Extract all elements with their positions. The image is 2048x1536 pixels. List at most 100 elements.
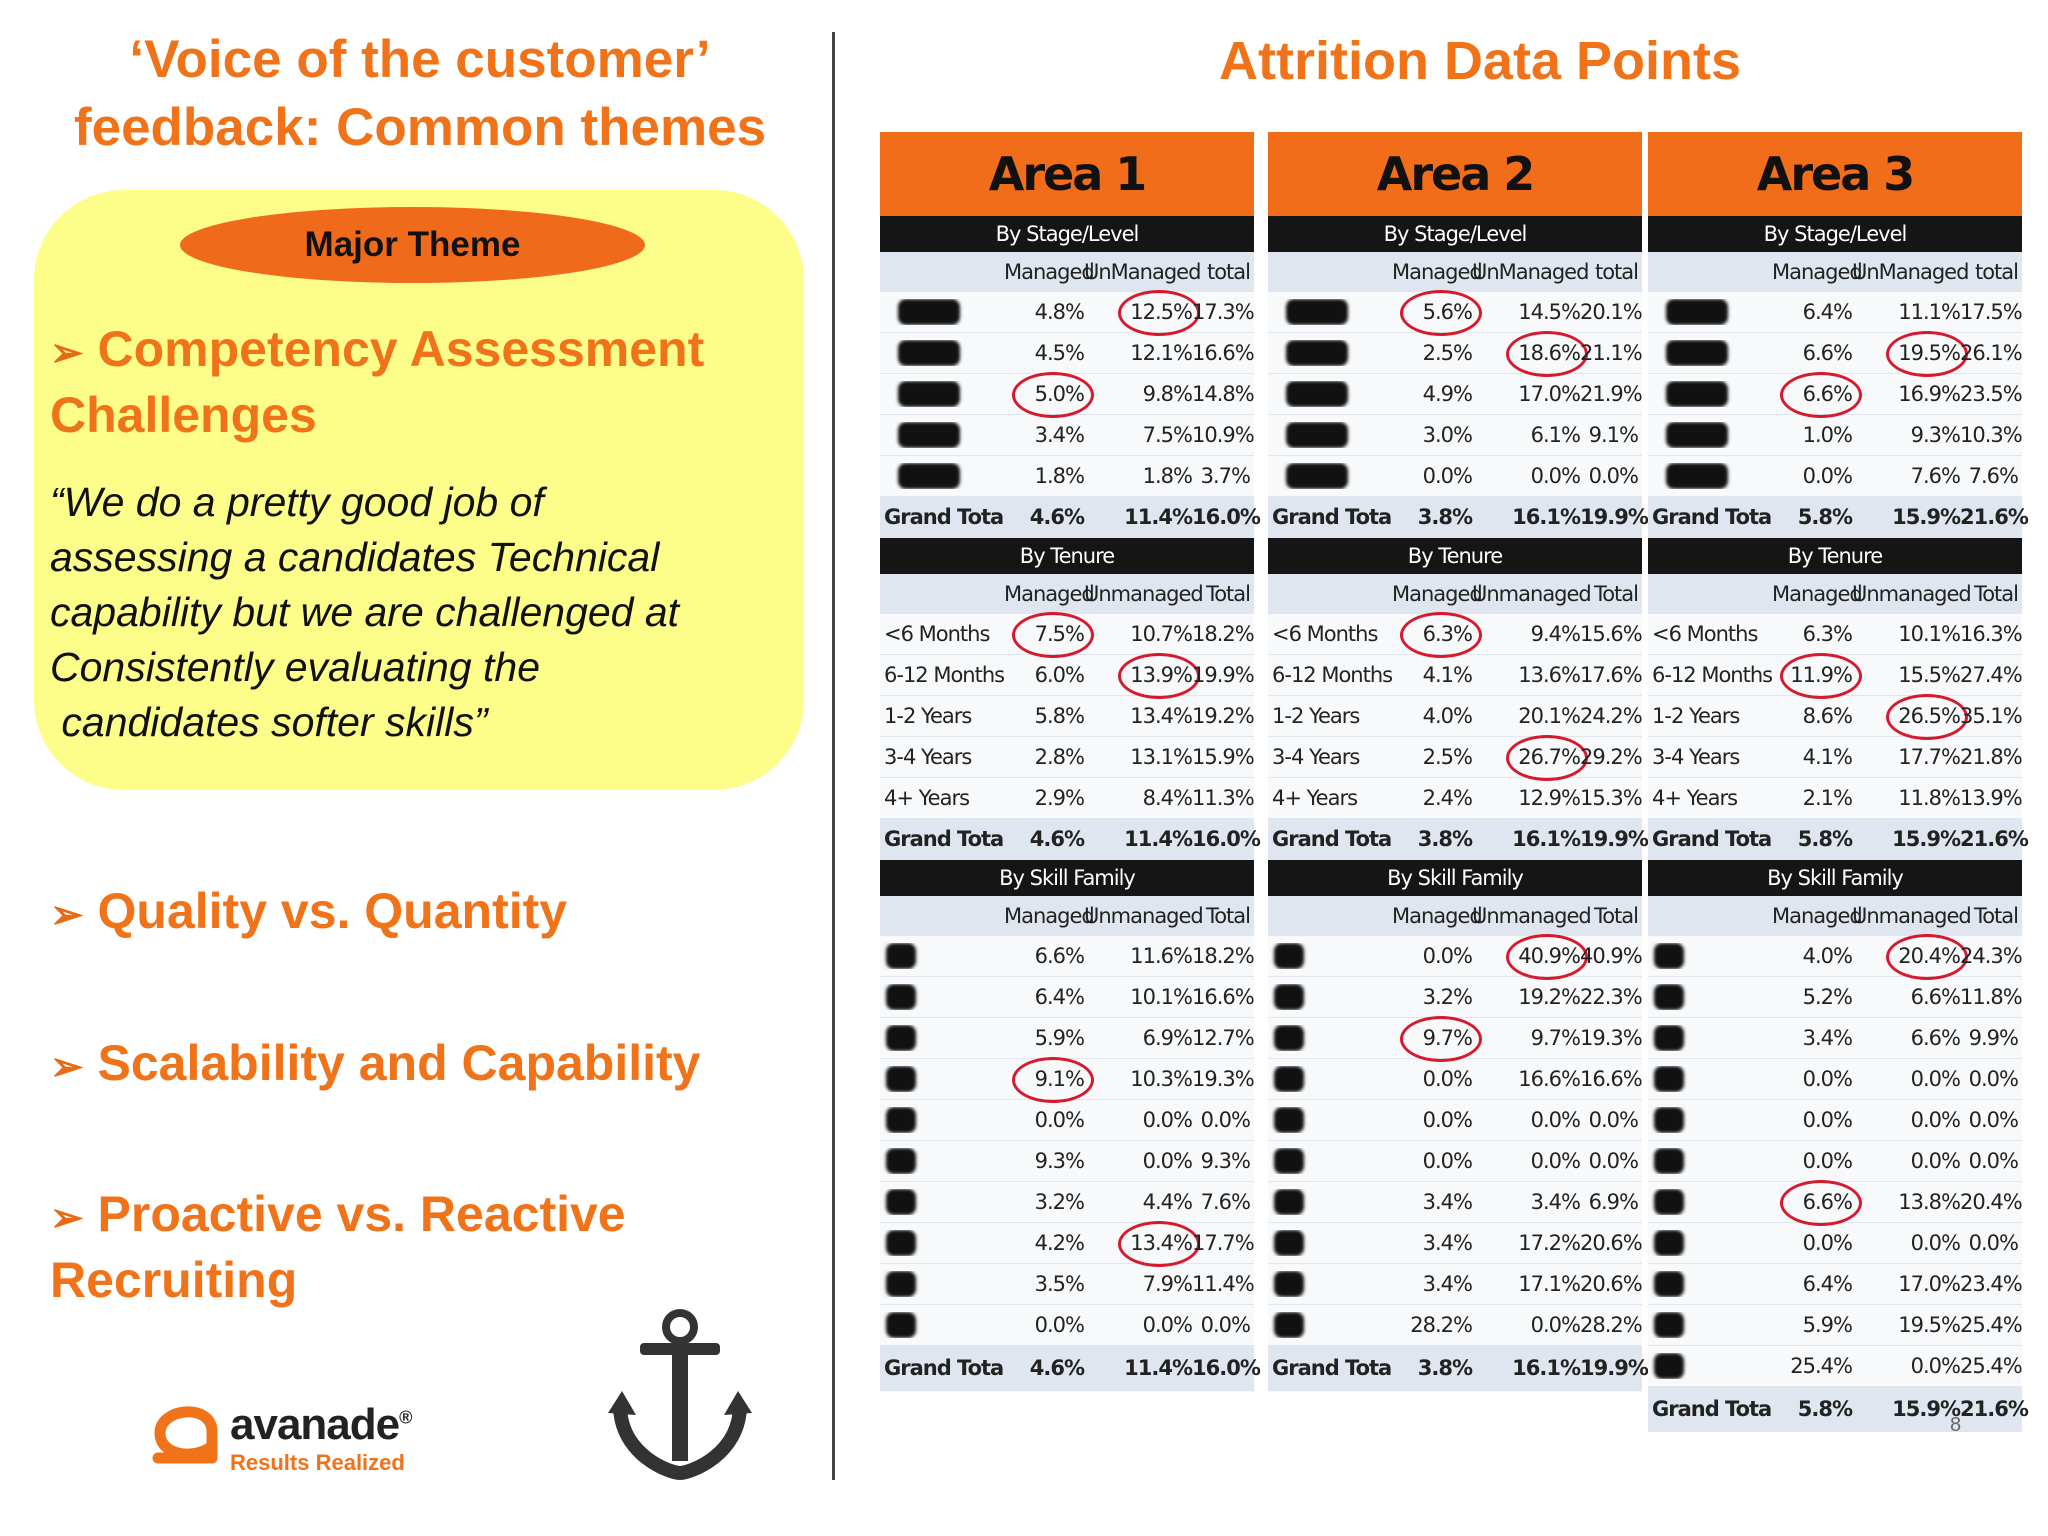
redacted-label bbox=[1648, 1312, 1772, 1338]
section-header-tenure: By Tenure bbox=[1648, 538, 2022, 574]
column-header: Unmanaged bbox=[1084, 904, 1204, 928]
cell-value: 15.9% bbox=[1892, 827, 1961, 851]
cell-value: 3.8% bbox=[1417, 505, 1473, 529]
table-row: 0.0% 0.0% 0.0% bbox=[1648, 1223, 2022, 1264]
circled-value: 19.5% bbox=[1852, 331, 1968, 377]
redaction-mark bbox=[1274, 1066, 1304, 1092]
table-row: 5.0% 9.8% 14.8% bbox=[880, 372, 1255, 418]
grand-total-row: Grand Total 3.8% 16.1% 19.9% bbox=[1268, 497, 1649, 538]
column-header: Unmanaged bbox=[1472, 904, 1592, 928]
row-label: 6-12 Months bbox=[884, 663, 1004, 687]
redacted-label bbox=[1648, 943, 1772, 969]
cell-value: 0.0% bbox=[1142, 1149, 1193, 1173]
circled-value: 5.6% bbox=[1392, 290, 1482, 336]
redacted-label bbox=[880, 1066, 1004, 1092]
cell-value: 16.6% bbox=[1192, 341, 1255, 365]
area-header: Area 3 bbox=[1648, 132, 2022, 216]
redaction-mark bbox=[886, 984, 916, 1010]
redaction-mark bbox=[1274, 1148, 1304, 1174]
cell-value: 20.1% bbox=[1580, 300, 1643, 324]
column-headers: Managed Unmanaged Total bbox=[880, 896, 1254, 936]
cell-value: 11.1% bbox=[1898, 300, 1961, 324]
cell-value: 21.6% bbox=[1960, 1397, 2029, 1421]
table-row: 6-12 Months 6.0% 13.9% 19.9% bbox=[880, 653, 1255, 699]
column-header: Total bbox=[1593, 582, 1639, 606]
circled-value: 18.6% bbox=[1472, 331, 1588, 377]
circled-value: 20.4% bbox=[1852, 934, 1968, 980]
cell-value: 2.8% bbox=[1034, 745, 1085, 769]
table-row: 6.6% 16.9% 23.5% bbox=[1648, 372, 2023, 418]
redacted-label bbox=[1648, 1025, 1772, 1051]
table-row: 3.4% 17.1% 20.6% bbox=[1268, 1264, 1643, 1305]
cell-value: 6.4% bbox=[1034, 985, 1085, 1009]
column-header: Total bbox=[1593, 904, 1639, 928]
cell-value: 9.3% bbox=[1910, 423, 1961, 447]
redaction-mark bbox=[1654, 984, 1684, 1010]
cell-value: 17.1% bbox=[1518, 1272, 1581, 1296]
cell-value: 0.0% bbox=[1034, 1313, 1085, 1337]
theme-bullet-text: Competency Assessment Challenges bbox=[50, 321, 705, 443]
cell-value: 7.6% bbox=[1910, 464, 1961, 488]
table-row: 1-2 Years 5.8% 13.4% 19.2% bbox=[880, 696, 1255, 737]
redaction-mark bbox=[1274, 1025, 1304, 1051]
cell-value: 7.6% bbox=[1200, 1190, 1251, 1214]
redaction-mark bbox=[886, 1271, 916, 1297]
cell-value: 6.6% bbox=[1910, 1026, 1961, 1050]
cell-value: 0.0% bbox=[1422, 1067, 1473, 1091]
table-row: 3-4 Years 2.8% 13.1% 15.9% bbox=[880, 737, 1255, 778]
cell-value: 20.4% bbox=[1960, 1190, 2023, 1214]
cell-value: 9.8% bbox=[1142, 382, 1193, 406]
table-row: 0.0% 0.0% 0.0% bbox=[1268, 1141, 1642, 1182]
row-label: 1-2 Years bbox=[884, 704, 972, 728]
cell-value: 16.3% bbox=[1960, 622, 2023, 646]
table-row: 5.6% 14.5% 20.1% bbox=[1268, 290, 1643, 336]
table-row: <6 Months 6.3% 9.4% 15.6% bbox=[1268, 612, 1643, 658]
redacted-label bbox=[880, 943, 1004, 969]
arrow-bullet-icon: ➢ bbox=[50, 893, 84, 937]
row-label: 4+ Years bbox=[1272, 786, 1358, 810]
cell-value: 5.8% bbox=[1034, 704, 1085, 728]
table-row: 0.0% 16.6% 16.6% bbox=[1268, 1059, 1643, 1100]
cell-value: 10.3% bbox=[1130, 1067, 1193, 1091]
cell-value: 18.2% bbox=[1192, 622, 1255, 646]
cell-value: 16.6% bbox=[1192, 985, 1255, 1009]
cell-value: 15.9% bbox=[1192, 745, 1255, 769]
redaction-mark bbox=[1274, 1107, 1304, 1133]
cell-value: 11.8% bbox=[1960, 985, 2023, 1009]
table-row: 0.0% 0.0% 0.0% bbox=[1268, 456, 1642, 497]
major-theme-pill: Major Theme bbox=[180, 207, 645, 283]
redacted-label bbox=[1268, 422, 1392, 448]
cell-value: 4.0% bbox=[1802, 944, 1853, 968]
row-label: 3-4 Years bbox=[884, 745, 972, 769]
cell-value: 0.0% bbox=[1034, 1108, 1085, 1132]
column-header: Managed bbox=[1004, 904, 1095, 928]
cell-value: 0.0% bbox=[1802, 1231, 1853, 1255]
table-row: 28.2% 0.0% 28.2% bbox=[1268, 1305, 1643, 1346]
circled-value: 6.6% bbox=[1772, 1180, 1862, 1226]
table-row: 3-4 Years 2.5% 26.7% 29.2% bbox=[1268, 735, 1643, 781]
cell-value: 21.9% bbox=[1580, 382, 1643, 406]
arrow-bullet-icon: ➢ bbox=[50, 1196, 84, 1240]
cell-value: 3.2% bbox=[1034, 1190, 1085, 1214]
table-row: 3.4% 17.2% 20.6% bbox=[1268, 1223, 1643, 1264]
cell-value: 17.7% bbox=[1898, 745, 1961, 769]
table-row: 6.4% 10.1% 16.6% bbox=[880, 977, 1255, 1018]
section-header-tenure: By Tenure bbox=[1268, 538, 1642, 574]
column-header: UnManaged bbox=[1084, 260, 1201, 284]
table-row: 0.0% 0.0% 0.0% bbox=[880, 1305, 1254, 1346]
table-row: 0.0% 0.0% 0.0% bbox=[1268, 1100, 1642, 1141]
cell-value: 10.1% bbox=[1898, 622, 1961, 646]
redacted-label bbox=[1648, 1148, 1772, 1174]
cell-value: 19.9% bbox=[1580, 827, 1649, 851]
cell-value: 3.4% bbox=[1034, 423, 1085, 447]
cell-value: 3.5% bbox=[1034, 1272, 1085, 1296]
redaction-mark bbox=[886, 1230, 916, 1256]
cell-value: 7.5% bbox=[1142, 423, 1193, 447]
quote-line: capability but we are challenged at bbox=[50, 589, 680, 635]
redaction-mark bbox=[1274, 943, 1304, 969]
cell-value: 11.8% bbox=[1898, 786, 1961, 810]
redacted-label bbox=[880, 463, 1004, 489]
table-row: 3.2% 19.2% 22.3% bbox=[1268, 977, 1643, 1018]
redaction-mark bbox=[898, 340, 960, 366]
cell-value: 2.9% bbox=[1034, 786, 1085, 810]
